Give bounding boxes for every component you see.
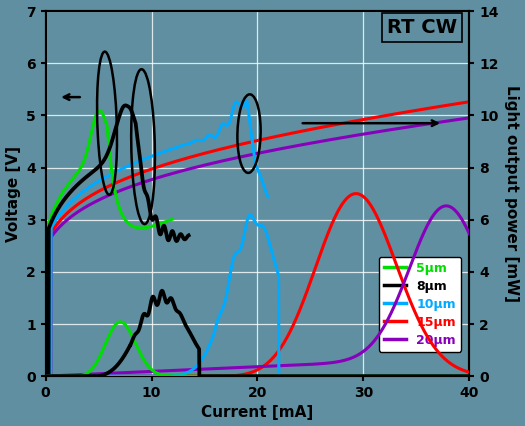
Y-axis label: Voltage [V]: Voltage [V] (6, 146, 20, 242)
Y-axis label: Light output power [mW]: Light output power [mW] (505, 85, 519, 302)
X-axis label: Current [mA]: Current [mA] (202, 406, 313, 420)
Legend: 5μm, 8μm, 10μm, 15μm, 20μm: 5μm, 8μm, 10μm, 15μm, 20μm (379, 256, 461, 351)
Text: RT CW: RT CW (386, 18, 457, 37)
